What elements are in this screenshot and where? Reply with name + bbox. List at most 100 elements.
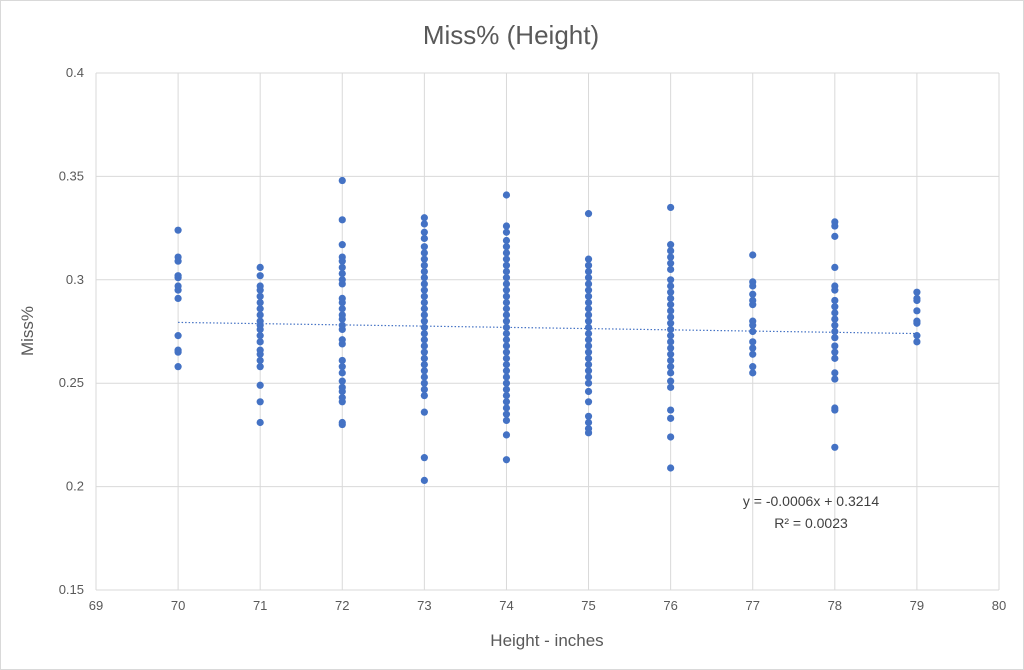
- data-point: [667, 203, 675, 212]
- data-point: [420, 255, 428, 263]
- data-point: [749, 321, 757, 329]
- data-point: [584, 255, 593, 263]
- data-point: [174, 274, 182, 282]
- data-point: [502, 255, 511, 263]
- data-point: [584, 329, 593, 338]
- data-point: [502, 398, 511, 406]
- data-point: [584, 317, 593, 325]
- data-point: [256, 311, 264, 319]
- data-point: [420, 267, 428, 276]
- data-point: [502, 267, 511, 276]
- data-point: [749, 282, 757, 290]
- x-axis-title: Height - inches: [490, 631, 603, 650]
- data-point: [502, 191, 511, 199]
- data-point: [913, 332, 921, 340]
- x-tick-label: 75: [581, 598, 595, 613]
- data-point: [584, 412, 593, 420]
- data-point: [749, 301, 757, 309]
- data-point: [667, 414, 675, 422]
- data-point: [667, 406, 675, 414]
- data-point: [256, 286, 264, 294]
- data-point: [584, 367, 593, 375]
- data-point: [831, 286, 839, 294]
- data-point: [420, 311, 428, 319]
- data-point: [667, 247, 675, 255]
- data-point: [913, 296, 921, 305]
- data-point: [584, 398, 593, 406]
- data-point: [749, 369, 757, 377]
- data-point: [584, 292, 593, 300]
- data-point: [667, 307, 675, 315]
- data-point: [174, 286, 182, 294]
- data-point: [502, 243, 511, 251]
- data-point: [338, 369, 346, 377]
- data-point: [667, 383, 675, 391]
- data-point: [502, 317, 511, 325]
- data-point: [667, 301, 675, 309]
- data-point: [420, 261, 428, 269]
- data-point: [502, 373, 511, 381]
- data-point: [502, 416, 511, 425]
- data-point: [502, 456, 511, 464]
- trendline-equation: y = -0.0006x + 0.3214: [743, 493, 879, 509]
- data-point: [174, 226, 182, 234]
- data-point: [502, 385, 511, 394]
- data-point: [502, 410, 511, 418]
- data-point: [667, 350, 675, 358]
- data-point: [420, 454, 428, 462]
- data-point: [913, 319, 921, 327]
- data-point: [913, 338, 921, 346]
- data-point: [420, 367, 428, 375]
- data-point: [831, 232, 839, 240]
- data-point: [584, 286, 593, 294]
- grid-lines: [95, 72, 1000, 591]
- data-point: [502, 222, 511, 230]
- data-point: [831, 334, 839, 342]
- data-point: [584, 336, 593, 344]
- data-point: [338, 280, 346, 288]
- data-point: [420, 379, 428, 387]
- data-point: [420, 373, 428, 381]
- data-point: [420, 298, 428, 307]
- data-point: [420, 385, 428, 394]
- data-point: [584, 311, 593, 319]
- data-point: [338, 241, 346, 249]
- data-point: [420, 280, 428, 288]
- data-point: [502, 360, 511, 369]
- data-point: [749, 363, 757, 371]
- data-point: [420, 220, 428, 228]
- data-point: [338, 356, 346, 365]
- x-tick-label: 80: [992, 598, 1006, 613]
- data-point: [338, 398, 346, 406]
- data-point: [667, 344, 675, 352]
- data-point: [667, 325, 675, 334]
- data-point: [338, 298, 346, 307]
- data-point: [420, 292, 428, 300]
- data-point: [338, 216, 346, 224]
- data-point: [420, 360, 428, 369]
- data-point: [584, 261, 593, 269]
- data-point: [502, 431, 511, 439]
- data-point: [420, 354, 428, 362]
- x-tick-label: 78: [828, 598, 842, 613]
- x-tick-label: 73: [417, 598, 431, 613]
- data-point: [667, 377, 675, 385]
- data-point: [584, 360, 593, 369]
- data-point: [749, 344, 757, 352]
- data-point: [502, 261, 511, 269]
- data-point: [420, 234, 428, 243]
- data-point: [831, 406, 839, 414]
- chart-title: Miss% (Height): [423, 20, 599, 50]
- data-point: [831, 348, 839, 356]
- data-point: [831, 354, 839, 362]
- data-point: [584, 348, 593, 356]
- x-axis-ticks: 69 70 71 72 73 74 75 76 77 78 79 80: [89, 598, 1006, 613]
- data-point: [420, 408, 428, 416]
- data-point: [749, 350, 757, 358]
- data-point: [174, 348, 182, 356]
- data-point: [338, 263, 346, 271]
- data-point: [502, 323, 511, 331]
- data-point: [584, 274, 593, 282]
- data-point: [584, 373, 593, 381]
